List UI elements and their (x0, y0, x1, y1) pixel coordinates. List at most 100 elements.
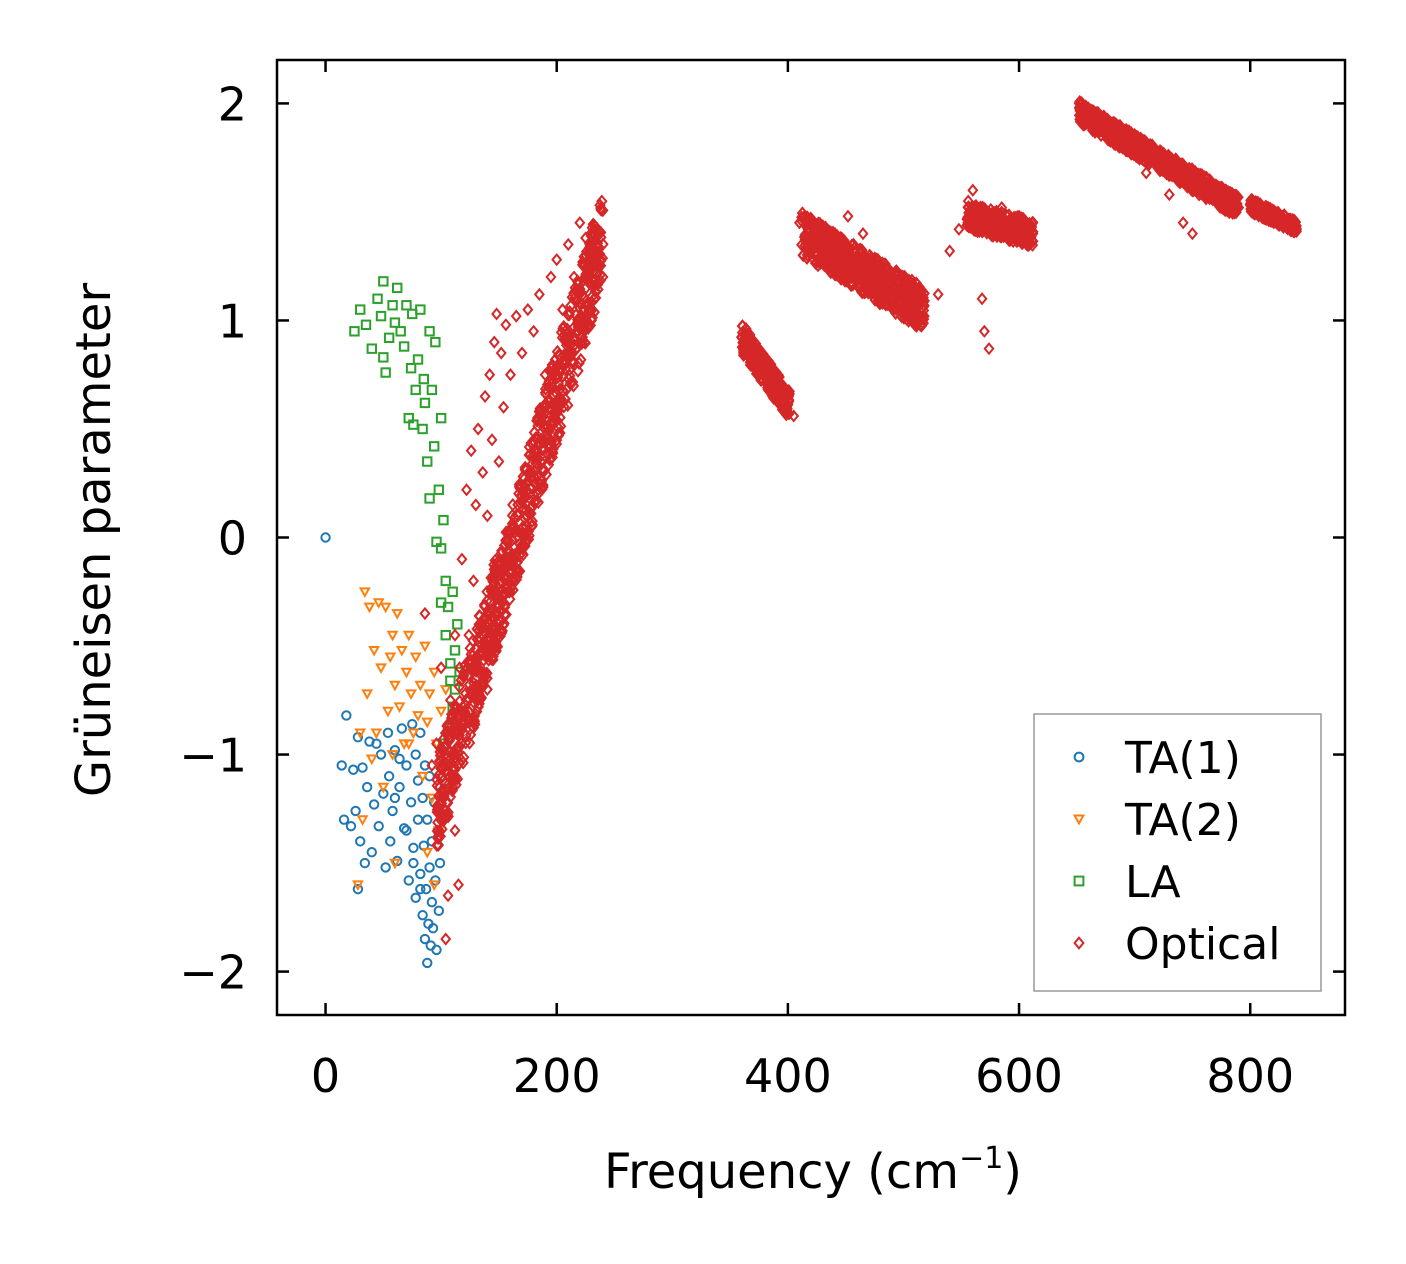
optical-cluster-marker (858, 277, 871, 291)
optical-cluster-marker (1154, 144, 1166, 159)
optical-point (481, 682, 493, 697)
optical-cluster-marker (433, 803, 446, 817)
optical-cluster-marker (799, 232, 811, 247)
optical-point (419, 606, 431, 621)
optical-point (753, 357, 765, 371)
ta2-point (395, 646, 408, 657)
optical-cluster-marker (528, 469, 540, 484)
ta1-point (382, 727, 394, 739)
optical-cluster-marker (431, 838, 443, 853)
optical-cluster-marker (1074, 96, 1086, 110)
legend-marker-ta1 (1073, 751, 1085, 763)
optical-cluster-marker (769, 366, 781, 381)
ta1-point (359, 857, 371, 869)
optical-cluster-marker (447, 760, 460, 774)
optical-cluster-marker (506, 533, 518, 548)
optical-cluster-marker (450, 770, 462, 784)
ta2-point (386, 630, 399, 642)
optical-cluster-marker (488, 558, 500, 572)
optical-cluster-marker (480, 612, 492, 626)
optical-cluster-marker (965, 204, 978, 218)
optical-cluster-marker (563, 351, 575, 366)
ta1-point (408, 857, 419, 869)
optical-cluster-marker (501, 581, 514, 595)
optical-cluster-marker (569, 332, 581, 347)
optical-cluster-marker (1086, 103, 1098, 118)
optical-cluster-marker (1115, 121, 1127, 135)
optical-point (793, 216, 805, 230)
optical-cluster-marker (570, 294, 582, 308)
optical-cluster-marker (493, 613, 506, 628)
optical-cluster-marker (586, 289, 598, 304)
optical-cluster-marker (529, 431, 542, 445)
optical-cluster-marker (431, 799, 443, 813)
optical-point (967, 183, 979, 197)
optical-point (495, 346, 507, 360)
optical-cluster-marker (738, 344, 750, 359)
optical-cluster-marker (459, 698, 471, 712)
optical-cluster-marker (482, 603, 494, 618)
optical-cluster-marker (736, 319, 749, 333)
optical-cluster-marker (910, 317, 923, 331)
optical-point (597, 270, 609, 284)
optical-cluster-marker (540, 467, 552, 482)
ta1-point (387, 805, 398, 817)
optical-point (768, 383, 780, 397)
optical-cluster-marker (1166, 151, 1178, 166)
optical-cluster-marker (520, 503, 532, 518)
optical-cluster-marker (590, 256, 602, 271)
optical-point (903, 287, 915, 302)
la-point (395, 326, 406, 337)
optical-cluster-marker (1104, 134, 1117, 148)
optical-cluster-marker (1181, 179, 1193, 194)
optical-point (978, 324, 990, 338)
la-point (440, 629, 451, 641)
x-tick-label: 600 (975, 1049, 1063, 1103)
optical-cluster-marker (539, 382, 552, 396)
optical-point (437, 802, 449, 816)
optical-point (1013, 209, 1025, 223)
la-point (419, 397, 431, 409)
la-point (447, 586, 458, 597)
optical-point (442, 889, 454, 903)
optical-point (983, 342, 995, 356)
optical-cluster-marker (915, 284, 927, 299)
optical-cluster-marker (541, 426, 554, 440)
optical-cluster-marker (580, 280, 592, 295)
optical-cluster-marker (473, 609, 485, 623)
optical-cluster-marker (505, 578, 518, 593)
optical-cluster-marker (868, 282, 880, 297)
optical-cluster-marker (858, 285, 870, 299)
optical-cluster-marker (518, 471, 531, 486)
ta2-point (375, 663, 387, 674)
optical-cluster-marker (449, 755, 461, 770)
ta2-point (377, 782, 390, 794)
la-point (360, 319, 372, 330)
ta2-point (407, 728, 420, 740)
x-axis-label-superscript: −1 (959, 1141, 1003, 1176)
optical-cluster-marker (1191, 170, 1203, 185)
optical-point (1027, 227, 1039, 241)
ta1-point (424, 862, 435, 873)
optical-cluster-marker (1014, 228, 1026, 242)
ta1-point (427, 922, 439, 934)
optical-cluster-marker (747, 345, 759, 359)
optical-cluster-marker (1135, 135, 1148, 150)
optical-cluster-marker (579, 270, 591, 285)
optical-point (449, 628, 461, 642)
optical-point (857, 227, 869, 241)
optical-cluster-marker (986, 228, 999, 242)
ta1-point (385, 836, 396, 847)
optical-cluster-marker (749, 357, 762, 372)
optical-cluster-marker (548, 366, 560, 381)
ta2-point (368, 646, 380, 657)
optical-cluster-marker (549, 413, 561, 427)
optical-cluster-marker (566, 347, 578, 362)
series-ta2-markers (352, 587, 454, 892)
ta2-point (388, 680, 401, 692)
optical-cluster-marker (746, 342, 759, 356)
optical-cluster-marker (524, 447, 536, 462)
la-point (438, 514, 449, 526)
ta2-point (386, 750, 399, 761)
optical-cluster-marker (1141, 143, 1154, 158)
